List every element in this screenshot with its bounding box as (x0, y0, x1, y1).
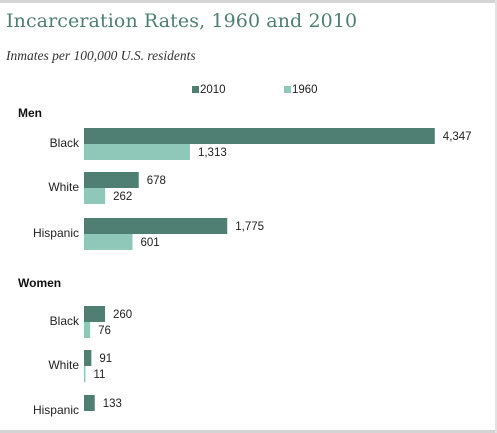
category-label-women-hispanic: Hispanic (33, 403, 79, 417)
category-label-men-white: White (48, 180, 79, 194)
bar-men-hispanic-2010 (84, 218, 228, 234)
value-label-women-white-2010: 91 (99, 353, 112, 365)
chart-subtitle: Inmates per 100,000 U.S. residents (6, 48, 196, 63)
value-label-men-white-1960: 262 (113, 191, 132, 203)
category-label-men-hispanic: Hispanic (33, 226, 79, 240)
bar-women-black-1960 (84, 322, 91, 338)
bar-men-black-1960 (84, 144, 190, 160)
bar-men-white-1960 (84, 188, 106, 204)
value-label-men-black-2010: 4,347 (443, 131, 472, 143)
top-rule (0, 0, 497, 3)
category-label-women-black: Black (50, 314, 80, 328)
value-label-men-hispanic-1960: 601 (141, 237, 160, 249)
legend-swatch-2010 (192, 86, 199, 93)
legend-item-2010: 2010 (192, 84, 226, 96)
bottom-rule (0, 430, 497, 433)
value-label-women-white-1960: 11 (94, 369, 106, 381)
value-label-men-hispanic-2010: 1,775 (235, 221, 264, 233)
value-label-women-black-1960: 76 (98, 325, 111, 337)
bar-women-hispanic-2010 (84, 395, 95, 411)
bar-men-white-2010 (84, 172, 139, 188)
value-label-men-white-2010: 678 (147, 175, 166, 187)
value-label-men-black-1960: 1,313 (198, 147, 227, 159)
right-rule (495, 0, 497, 433)
value-label-women-black-2010: 260 (113, 309, 132, 321)
legend-label-1960: 1960 (292, 84, 318, 96)
group-label-men: Men (18, 106, 42, 120)
bar-women-white-2010 (84, 350, 92, 366)
chart-title: Incarceration Rates, 1960 and 2010 (6, 10, 358, 32)
legend-swatch-1960 (284, 86, 291, 93)
bar-women-black-2010 (84, 306, 105, 322)
category-label-women-white: White (48, 358, 79, 372)
bar-men-black-2010 (84, 128, 435, 144)
bar-men-hispanic-1960 (84, 234, 133, 250)
legend-label-2010: 2010 (200, 84, 226, 96)
value-label-women-hispanic-2010: 133 (103, 398, 122, 410)
category-label-men-black: Black (50, 136, 80, 150)
bar-women-white-1960 (84, 366, 86, 382)
legend-item-1960: 1960 (284, 84, 318, 96)
group-label-women: Women (18, 276, 61, 290)
